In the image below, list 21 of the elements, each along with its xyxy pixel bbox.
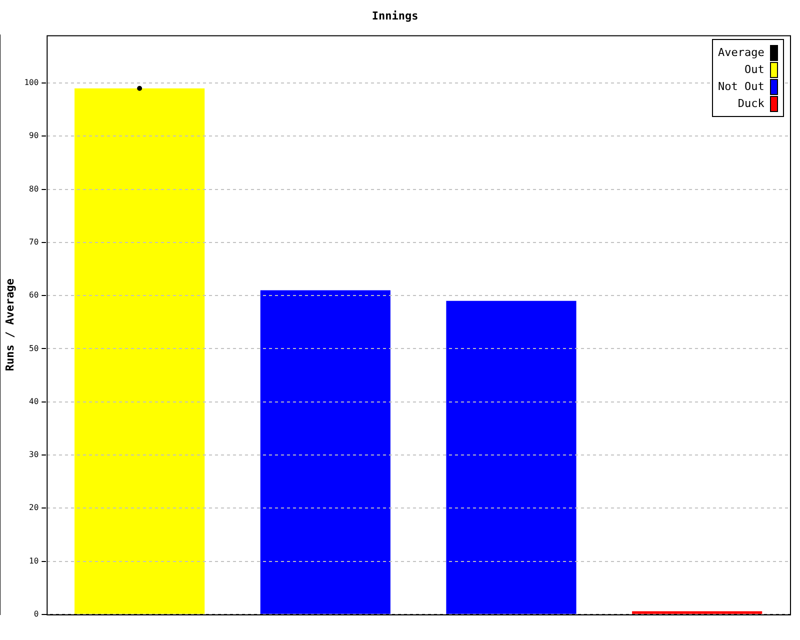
y-tick-label: 80 bbox=[29, 184, 39, 194]
y-tick-label: 10 bbox=[29, 556, 39, 566]
y-tick-label: 30 bbox=[29, 450, 39, 460]
y-tick-label: 60 bbox=[29, 290, 39, 300]
bar bbox=[74, 88, 205, 614]
bar bbox=[260, 290, 390, 614]
y-tick-label: 70 bbox=[29, 238, 39, 247]
y-tick-label: 40 bbox=[29, 396, 39, 406]
y-tick-label: 90 bbox=[29, 131, 39, 140]
y-tick-label: 50 bbox=[29, 344, 39, 353]
y-tick-label: 20 bbox=[29, 503, 39, 512]
bar bbox=[446, 300, 576, 614]
legend-label: Out bbox=[744, 63, 764, 76]
y-tick-label: 0 bbox=[34, 609, 39, 618]
chart-title: Innings bbox=[372, 9, 418, 22]
legend-label: Duck bbox=[738, 97, 764, 110]
y-tick-label: 100 bbox=[24, 78, 39, 88]
legend-label: Not Out bbox=[718, 80, 764, 94]
legend-label: Average bbox=[718, 46, 764, 60]
bar bbox=[632, 611, 762, 614]
y-axis-title: Runs / Average bbox=[3, 278, 16, 372]
